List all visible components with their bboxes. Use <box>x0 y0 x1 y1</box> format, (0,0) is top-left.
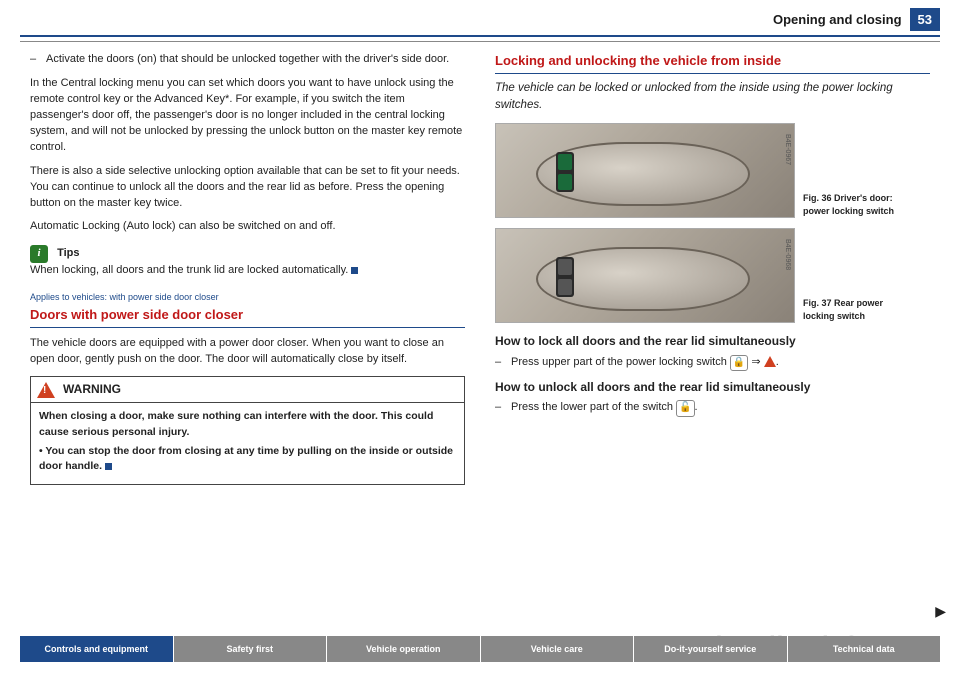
para-power-closer: The vehicle doors are equipped with a po… <box>30 336 465 368</box>
step-unlock-text: Press the lower part of the switch 🔓. <box>511 400 698 417</box>
warning-p2: • You can stop the door from closing at … <box>39 444 456 474</box>
para-side-selective: There is also a side selective unlocking… <box>30 164 465 212</box>
figure-37-row: B4E-0968 Fig. 37 Rear power locking swit… <box>495 228 930 323</box>
end-square-icon <box>351 267 358 274</box>
figure-37-image: B4E-0968 <box>495 228 795 323</box>
tips-label: Tips <box>57 247 79 259</box>
warning-p1: When closing a door, make sure nothing c… <box>39 409 456 439</box>
tab-technical[interactable]: Technical data <box>787 636 941 662</box>
h3-unlock-all: How to unlock all doors and the rear lid… <box>495 379 930 396</box>
header-rule-thin <box>20 41 940 42</box>
dash-icon: – <box>30 52 46 68</box>
end-square-icon <box>105 463 112 470</box>
figure-36-caption: Fig. 36 Driver's door: power locking swi… <box>803 192 913 218</box>
section-title: Opening and closing <box>773 12 902 27</box>
page-number: 53 <box>910 8 940 31</box>
applies-to: Applies to vehicles: with power side doo… <box>30 291 465 304</box>
step-lock-text: Press upper part of the power locking sw… <box>511 355 779 372</box>
step-unlock: – Press the lower part of the switch 🔓. <box>495 400 930 417</box>
bullet-text: Activate the doors (on) that should be u… <box>46 52 449 68</box>
left-column: – Activate the doors (on) that should be… <box>30 52 465 485</box>
warning-triangle-icon <box>37 382 55 398</box>
tab-controls[interactable]: Controls and equipment <box>20 636 173 662</box>
figure-36-image: B4E-0967 <box>495 123 795 218</box>
para-central-locking: In the Central locking menu you can set … <box>30 76 465 156</box>
figure-36-code: B4E-0967 <box>782 134 792 165</box>
step-lock: – Press upper part of the power locking … <box>495 355 930 372</box>
bullet-activate-doors: – Activate the doors (on) that should be… <box>30 52 465 68</box>
door-switch-icon <box>556 257 574 297</box>
tab-diy[interactable]: Do-it-yourself service <box>633 636 787 662</box>
h3-lock-all: How to lock all doors and the rear lid s… <box>495 333 930 350</box>
figure-36-row: B4E-0967 Fig. 36 Driver's door: power lo… <box>495 123 930 218</box>
info-icon: i <box>30 245 48 263</box>
header-rule-thick <box>20 35 940 37</box>
tab-safety[interactable]: Safety first <box>173 636 327 662</box>
lock-icon: 🔒 <box>730 355 748 372</box>
door-switch-icon <box>556 152 574 192</box>
tips-text: When locking, all doors and the trunk li… <box>30 263 465 279</box>
warning-triangle-icon <box>764 356 776 367</box>
tab-care[interactable]: Vehicle care <box>480 636 634 662</box>
subtitle-text: The vehicle can be locked or unlocked fr… <box>495 80 930 113</box>
next-page-arrow-icon: ▶ <box>935 603 946 620</box>
tab-operation[interactable]: Vehicle operation <box>326 636 480 662</box>
right-column: Locking and unlocking the vehicle from i… <box>495 52 930 485</box>
warning-title: WARNING <box>63 381 121 398</box>
footer-tabs: Controls and equipment Safety first Vehi… <box>20 636 940 662</box>
warning-box: WARNING When closing a door, make sure n… <box>30 376 465 485</box>
heading-power-door-closer: Doors with power side door closer <box>30 306 465 328</box>
dash-icon: – <box>495 400 511 417</box>
unlock-icon: 🔓 <box>676 400 694 417</box>
para-auto-lock: Automatic Locking (Auto lock) can also b… <box>30 219 465 235</box>
figure-37-caption: Fig. 37 Rear power locking switch <box>803 297 913 323</box>
figure-37-code: B4E-0968 <box>782 239 792 270</box>
dash-icon: – <box>495 355 511 372</box>
heading-lock-unlock-inside: Locking and unlocking the vehicle from i… <box>495 52 930 74</box>
